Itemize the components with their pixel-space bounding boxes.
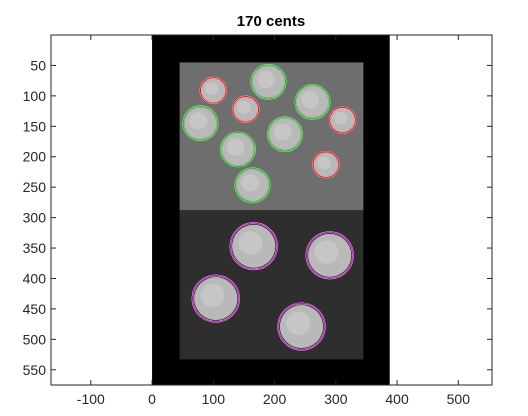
detection-circle-nickel bbox=[250, 64, 287, 100]
coin-highlight bbox=[189, 112, 207, 130]
y-tick-label: 550 bbox=[23, 362, 47, 378]
y-tick-label: 450 bbox=[23, 301, 47, 317]
y-tick-label: 100 bbox=[23, 88, 47, 104]
coin-highlight bbox=[286, 311, 311, 336]
coin-highlight bbox=[237, 100, 251, 115]
axes-frame bbox=[50, 34, 493, 386]
x-tick-label: 500 bbox=[447, 391, 471, 407]
coin-highlight bbox=[238, 231, 263, 255]
x-tick-label: -100 bbox=[77, 391, 105, 407]
y-tick-label: 300 bbox=[23, 210, 47, 226]
coin-highlight bbox=[200, 283, 225, 308]
coin-highlight bbox=[317, 156, 331, 170]
detection-circle-quarter bbox=[229, 222, 278, 270]
detection-circle-nickel bbox=[234, 167, 271, 203]
coin-highlight bbox=[334, 111, 348, 125]
y-tick-label: 400 bbox=[23, 270, 47, 286]
coin-highlight bbox=[301, 90, 319, 109]
y-tick-label: 200 bbox=[23, 149, 47, 165]
detection-circle-dime bbox=[199, 77, 227, 104]
detection-circle-quarter bbox=[305, 231, 354, 279]
y-tick-label: 350 bbox=[23, 240, 47, 256]
x-tick-label: 200 bbox=[263, 391, 287, 407]
detection-circle-nickel bbox=[267, 116, 303, 152]
coin-highlight bbox=[314, 240, 339, 264]
detection-circle-dime bbox=[232, 95, 260, 123]
x-tick-label: 0 bbox=[148, 391, 156, 407]
figure-title: 170 cents bbox=[237, 13, 305, 30]
detection-circle-nickel bbox=[220, 131, 256, 167]
detection-circle-quarter bbox=[191, 274, 240, 323]
y-tick-label: 500 bbox=[23, 331, 47, 347]
detection-circle-quarter bbox=[277, 302, 326, 351]
x-tick-label: 400 bbox=[385, 391, 409, 407]
coin-highlight bbox=[273, 123, 292, 141]
detection-circles bbox=[182, 64, 357, 351]
x-tick-label: 100 bbox=[202, 391, 226, 407]
detection-circle-dime bbox=[329, 106, 356, 134]
coin-highlight bbox=[226, 138, 245, 156]
detection-circle-nickel bbox=[294, 84, 331, 120]
coin-highlight bbox=[241, 174, 259, 192]
coin-highlight bbox=[204, 82, 219, 96]
y-tick-label: 150 bbox=[23, 118, 47, 134]
detection-circle-nickel bbox=[182, 105, 219, 141]
y-tick-label: 250 bbox=[23, 179, 47, 195]
y-tick-label: 50 bbox=[30, 57, 46, 73]
coin-highlight bbox=[257, 70, 275, 89]
x-tick-label: 300 bbox=[324, 391, 348, 407]
coin-image bbox=[152, 35, 390, 385]
detection-circle-dime bbox=[312, 151, 340, 178]
axis-ticks: -100 0 100 200 300 400 500 50 100 150 200 250 300 350… bbox=[23, 35, 492, 407]
